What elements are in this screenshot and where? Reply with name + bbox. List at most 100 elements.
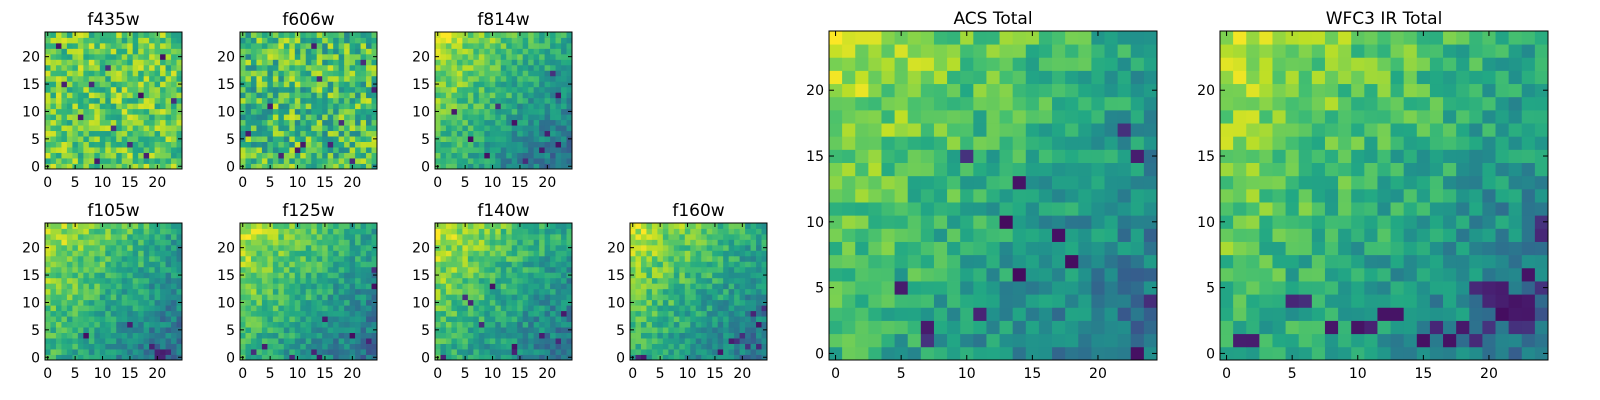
heatmap-cell — [66, 321, 73, 328]
heatmap-cell — [435, 114, 441, 121]
heatmap-cell — [868, 149, 882, 163]
heatmap-cell — [495, 119, 502, 126]
heatmap-cell — [550, 332, 556, 339]
heatmap-cell — [522, 261, 529, 268]
heatmap-cell — [245, 64, 252, 71]
heatmap-cell — [360, 32, 367, 38]
heatmap-cell — [272, 239, 279, 246]
heatmap-cell — [673, 305, 680, 312]
heatmap-cell — [745, 288, 751, 295]
heatmap-cell — [673, 283, 680, 290]
heatmap-cell — [467, 114, 474, 121]
heatmap-cell — [478, 97, 485, 104]
heatmap-cell — [45, 255, 51, 262]
heatmap-cell — [250, 349, 257, 355]
heatmap-cell — [278, 294, 285, 301]
heatmap-cell — [250, 338, 257, 344]
heatmap-cell — [355, 250, 361, 257]
heatmap-cell — [245, 343, 252, 350]
heatmap-cell — [355, 338, 361, 344]
heatmap-cell — [366, 327, 372, 333]
heatmap-cell — [171, 349, 177, 355]
heatmap-cell — [1078, 202, 1092, 216]
heatmap-cell — [706, 321, 713, 328]
y-tick-label: 10 — [217, 295, 235, 311]
heatmap-cell — [646, 316, 653, 323]
heatmap-cell — [673, 250, 680, 257]
heatmap-cell — [500, 75, 507, 82]
heatmap-cell — [544, 310, 551, 317]
heatmap-cell — [138, 255, 145, 262]
heatmap-cells — [240, 32, 378, 170]
heatmap-cell — [50, 42, 57, 49]
heatmap-cell — [176, 152, 183, 159]
heatmap-cell — [1117, 333, 1132, 348]
heatmap-cell — [121, 75, 128, 82]
heatmap-cell — [539, 37, 545, 44]
heatmap-cell — [72, 42, 79, 49]
heatmap-cell — [511, 261, 518, 268]
heatmap-cell — [83, 53, 90, 60]
heatmap-cell — [1104, 320, 1119, 335]
heatmap-cell — [349, 266, 356, 273]
heatmap-cell — [829, 188, 843, 203]
heatmap-cell — [451, 97, 458, 104]
heatmap-cell — [489, 92, 496, 99]
heatmap-cell — [66, 327, 73, 333]
heatmap-cell — [701, 321, 708, 328]
heatmap-cell — [561, 152, 567, 159]
heatmap-cell — [999, 175, 1014, 190]
heatmap-cell — [66, 97, 73, 104]
heatmap-cell — [435, 42, 441, 49]
heatmap-cell — [261, 64, 268, 71]
heatmap-cell — [94, 163, 101, 170]
heatmap-cell — [294, 349, 301, 355]
heatmap-cell — [739, 288, 746, 295]
heatmap-cell — [555, 244, 562, 251]
heatmap-cell — [366, 305, 372, 312]
heatmap-cell — [344, 233, 350, 240]
heatmap-cell — [999, 307, 1014, 321]
heatmap-cell — [761, 332, 768, 339]
heatmap-cell — [635, 255, 642, 262]
heatmap-cell — [550, 136, 556, 142]
heatmap-cell — [240, 92, 246, 99]
heatmap-cell — [462, 272, 469, 279]
heatmap-cell — [110, 228, 117, 235]
heatmap-cell — [462, 136, 469, 142]
heatmap-cell — [489, 343, 496, 350]
heatmap-cell — [143, 42, 150, 49]
heatmap-cell — [50, 266, 57, 273]
heatmap-cell — [561, 239, 567, 246]
heatmap-cell — [66, 223, 73, 229]
heatmap-cell — [338, 349, 345, 355]
heatmap-cell — [160, 32, 166, 38]
heatmap-cell — [305, 272, 312, 279]
heatmap-cell — [695, 244, 702, 251]
heatmap-cell — [138, 92, 145, 99]
heatmap-cell — [267, 233, 274, 240]
heatmap-cell — [986, 241, 1000, 256]
heatmap-cell — [256, 294, 263, 301]
heatmap-cell — [506, 92, 513, 99]
heatmap-cell — [646, 233, 653, 240]
heatmap-cell — [94, 97, 101, 104]
y-tick-label: 5 — [226, 132, 235, 148]
heatmap-cell — [116, 272, 123, 279]
heatmap-cell — [245, 163, 252, 170]
heatmap-cell — [555, 288, 562, 295]
heatmap-cell — [561, 114, 567, 121]
heatmap-cell — [561, 223, 567, 229]
heatmap-cell — [267, 70, 274, 77]
heatmap-cell — [283, 97, 290, 104]
heatmap-cell — [333, 119, 340, 126]
heatmap-cell — [88, 316, 95, 323]
heatmap-cell — [1052, 188, 1066, 203]
heatmap-cell — [83, 125, 90, 132]
heatmap-cell — [506, 266, 513, 273]
heatmap-cell — [160, 305, 166, 312]
heatmap-cell — [94, 103, 101, 110]
heatmap-cell — [55, 283, 62, 290]
